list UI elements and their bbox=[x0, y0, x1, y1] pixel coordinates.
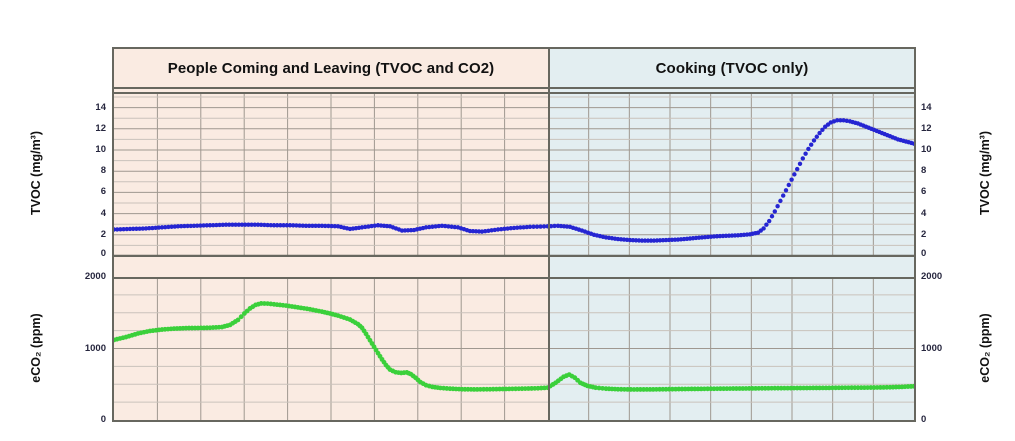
region-header-cooking: Cooking (TVOC only) bbox=[550, 49, 914, 89]
tick-label: 4 bbox=[100, 207, 106, 219]
tick-label: 1000 bbox=[84, 342, 106, 354]
tick-label: 8 bbox=[921, 165, 927, 177]
tick-label: 0 bbox=[921, 248, 927, 259]
tick-label: 14 bbox=[921, 101, 932, 113]
tick-label: 12 bbox=[95, 122, 106, 134]
region-header-people: People Coming and Leaving (TVOC and CO2) bbox=[114, 49, 548, 89]
eco2-axis-title-left: eCO₂ (ppm) bbox=[29, 313, 43, 383]
tick-label: 2000 bbox=[84, 271, 106, 282]
tick-label: 14 bbox=[95, 101, 106, 113]
tick-label: 4 bbox=[921, 207, 927, 219]
tick-label: 10 bbox=[921, 144, 932, 155]
tick-label: 0 bbox=[921, 414, 927, 425]
tick-label: 2 bbox=[921, 228, 927, 240]
tvoc-axis-title-right: TVOC (mg/m³) bbox=[978, 130, 992, 216]
tick-label: 6 bbox=[921, 186, 927, 198]
tick-label: 10 bbox=[95, 144, 106, 155]
tick-label: 6 bbox=[100, 186, 106, 198]
region-divider-line bbox=[548, 49, 550, 420]
tick-label: 12 bbox=[921, 122, 932, 134]
eco2-axis-title-right: eCO₂ (ppm) bbox=[978, 313, 992, 383]
tick-label: 0 bbox=[100, 248, 106, 259]
tick-label: 8 bbox=[100, 165, 106, 177]
tvoc-axis-title-left: TVOC (mg/m³) bbox=[29, 130, 43, 216]
tick-label: 0 bbox=[100, 414, 106, 425]
tick-label: 2 bbox=[100, 228, 106, 240]
tick-label: 2000 bbox=[921, 271, 943, 282]
tick-label: 1000 bbox=[921, 342, 943, 354]
plot-frame: People Coming and Leaving (TVOC and CO2)… bbox=[112, 47, 916, 422]
eco2-plot bbox=[114, 277, 914, 420]
tvoc-plot bbox=[114, 92, 914, 257]
